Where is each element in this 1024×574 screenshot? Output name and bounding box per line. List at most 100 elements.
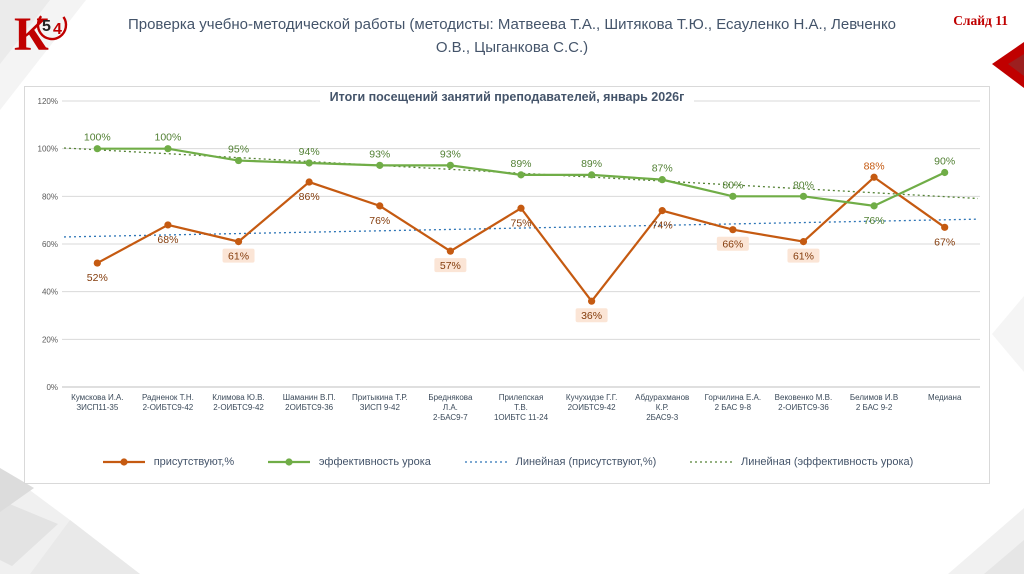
legend-label: Линейная (присутствуют,%) — [515, 456, 657, 468]
data-label: 95% — [228, 144, 249, 156]
x-axis-tick-label: 1ОИБТС 11-24 — [494, 413, 549, 422]
data-point — [658, 176, 666, 184]
data-label: 74% — [652, 220, 673, 232]
legend-item: Линейная (присутствуют,%) — [463, 456, 657, 468]
series-legend-marker-icon — [267, 458, 310, 466]
x-axis-tick-label: 2 БАС 9-8 — [715, 403, 752, 412]
logo-digit-5: 5 — [42, 18, 51, 35]
x-axis-tick-label: 2ОИБТС9-36 — [285, 403, 334, 412]
data-point — [941, 223, 949, 231]
data-label: 36% — [581, 310, 602, 322]
y-axis-tick-label: 20% — [42, 335, 58, 344]
legend-label: эффективность урока — [318, 456, 431, 468]
y-axis-tick-label: 0% — [46, 383, 58, 392]
chart-plot-area: 0% 20% 40% 60% 80% 100% 120% 52% 68% 61% 86% 76% 57%… — [38, 97, 980, 422]
data-point — [93, 145, 101, 153]
data-label: 89% — [581, 158, 602, 170]
x-axis-tick-label: Абдурахманов — [635, 393, 689, 402]
data-point — [517, 204, 525, 212]
x-axis-tick-label: Климова Ю.В. — [212, 393, 264, 402]
label-highlight — [434, 258, 467, 273]
data-point — [93, 259, 101, 267]
data-point — [446, 247, 454, 255]
x-axis-tick-label: Шаманин В.П. — [283, 393, 336, 402]
logo-k54: К 5 4 — [14, 5, 72, 64]
data-point — [799, 238, 808, 246]
data-point — [376, 161, 384, 169]
ribbon-top-right — [992, 42, 1024, 88]
x-axis-tick-label: Прилепская — [499, 393, 544, 402]
x-axis-tick-label: 2ОИБТС9-42 — [568, 403, 617, 412]
y-axis-tick-label: 80% — [42, 192, 58, 201]
logo-k54-graphic: К 5 4 — [14, 8, 68, 61]
data-label: 67% — [934, 236, 955, 248]
line-chart: 0% 20% 40% 60% 80% 100% 120% 52% 68% 61% 86% 76% 57%… — [26, 87, 988, 448]
x-axis-tick-label: Притыкина Т.Р. — [352, 393, 407, 402]
data-point — [164, 221, 172, 229]
data-label: 66% — [722, 239, 743, 251]
legend-item: эффективность урока — [266, 456, 431, 468]
data-labels: 52% 68% 61% 86% 76% 57% 75% 36% 74% 66% 61% 88% 67% — [87, 160, 955, 323]
data-label: 76% — [369, 215, 390, 227]
data-point — [376, 202, 384, 210]
data-label: 93% — [440, 148, 461, 160]
chart-legend: присутствуют,% эффективность урока Линейна… — [25, 443, 989, 481]
slide-title: Проверка учебно-методической работы (мет… — [127, 16, 897, 57]
data-point — [517, 171, 525, 179]
label-highlight — [575, 308, 608, 323]
data-point — [729, 192, 737, 200]
y-axis-tick-label: 100% — [38, 145, 58, 154]
data-point — [870, 202, 878, 210]
decor-right-middle — [992, 296, 1024, 372]
data-label: 80% — [793, 179, 814, 191]
data-label: 87% — [652, 163, 673, 175]
x-axis-tick-label: Радненок Т.Н. — [142, 393, 194, 402]
data-point — [729, 226, 737, 234]
x-axis-tick-label: 2БАС9-3 — [646, 413, 679, 422]
x-axis-tick-label: Вековенко М.В. — [775, 393, 833, 402]
data-label: 61% — [793, 251, 814, 263]
data-label: 93% — [369, 148, 390, 160]
label-highlight — [222, 248, 255, 263]
x-axis-tick-label: Белимов И.В — [850, 393, 898, 402]
x-axis-tick-label: К.Р. — [656, 403, 669, 412]
data-label: 86% — [299, 191, 320, 203]
legend-label: Линейная (эффективность урока) — [740, 456, 914, 468]
label-highlight — [787, 248, 820, 263]
x-axis-tick-label: ЗИСП 9-42 — [360, 403, 401, 412]
gridlines — [62, 100, 980, 388]
data-point — [305, 178, 313, 186]
x-axis-tick-label: Горчилина Е.А. — [705, 393, 762, 402]
y-axis-tick-label: 120% — [38, 97, 58, 106]
x-axis-tick-label: 2 БАС 9-2 — [856, 403, 893, 412]
x-axis-tick-label: 2-ОИБТС9-42 — [143, 403, 194, 412]
data-point — [658, 207, 666, 215]
data-label: 94% — [299, 146, 320, 158]
data-point — [799, 192, 808, 200]
data-labels: 100% 100% 95% 94% 93% 93% 89% 89% 87% 80% 80% 76% 90… — [84, 132, 955, 227]
legend-item: присутствуют,% — [101, 456, 234, 468]
chart-container: Итоги посещений занятий преподавателей, … — [24, 86, 990, 484]
x-axis-tick-label: 2-БАС9-7 — [433, 413, 468, 422]
data-label: 61% — [228, 251, 249, 263]
series-line — [93, 145, 949, 210]
data-label: 52% — [87, 272, 108, 284]
y-axis-tick-label: 40% — [42, 288, 58, 297]
series-line — [93, 173, 949, 305]
data-label: 90% — [934, 156, 955, 168]
x-axis-tick-label: Медиана — [928, 393, 962, 402]
legend-label: присутствуют,% — [153, 456, 235, 468]
logo-digit-4: 4 — [53, 21, 62, 38]
y-axis-tick-label: 60% — [42, 240, 58, 249]
data-label: 68% — [157, 234, 178, 246]
data-point — [164, 145, 172, 153]
x-axis-tick-label: Бреднякова — [428, 393, 473, 402]
x-axis-tick-label: Л.А. — [443, 403, 458, 412]
data-point — [941, 168, 949, 177]
data-label: 100% — [84, 132, 111, 144]
data-label: 75% — [510, 217, 531, 229]
data-label: 100% — [154, 132, 181, 144]
x-axis-tick-label: Кучухидзе Г.Г. — [566, 393, 617, 402]
slide-number-badge: Слайд 11 — [953, 13, 1008, 28]
